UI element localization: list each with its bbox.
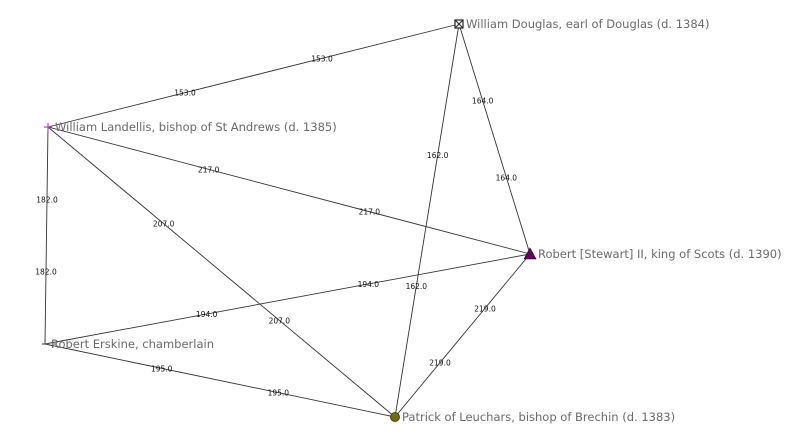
node-landellis[interactable]: William Landellis, bishop of St Andrews … (44, 120, 337, 134)
node-label: Robert [Stewart] II, king of Scots (d. 1… (538, 247, 782, 261)
edge-weight-label: 153.0 (311, 54, 333, 63)
edge-weight-label: 217.0 (359, 208, 381, 217)
node-robert2[interactable]: Robert [Stewart] II, king of Scots (d. 1… (523, 247, 782, 261)
node-douglas[interactable]: William Douglas, earl of Douglas (d. 138… (454, 17, 710, 31)
edge-labels-layer: 153.0 153.0 162.0 162.0 164.0 164.0 217.0 217.0… (35, 54, 517, 397)
edge-weight-label: 207.0 (153, 220, 175, 229)
edge-landellis-douglas (47, 23, 460, 128)
circle-node-icon (390, 412, 400, 422)
edge-weight-label: 195.0 (268, 389, 290, 398)
edge-weight-label: 153.0 (174, 89, 196, 98)
node-erskine[interactable]: Robert Erskine, chamberlain (42, 337, 214, 351)
edge-weight-label: 162.0 (406, 282, 428, 291)
edge-douglas-robert2 (458, 23, 531, 255)
node-label: William Landellis, bishop of St Andrews … (55, 120, 337, 134)
edge-weight-label: 194.0 (196, 310, 218, 319)
edge-weight-label: 195.0 (151, 364, 173, 373)
edge-weight-label: 219.0 (429, 359, 451, 368)
node-label: William Douglas, earl of Douglas (d. 138… (466, 17, 710, 31)
node-label: Patrick of Leuchars, bishop of Brechin (… (402, 410, 675, 424)
edge-landellis-leuchars (47, 126, 396, 418)
edge-weight-label: 182.0 (35, 268, 57, 277)
nodes-layer: William Douglas, earl of Douglas (d. 138… (42, 17, 782, 424)
edge-weight-label: 207.0 (269, 316, 291, 325)
boxed-x-node-icon (454, 19, 464, 29)
edge-erskine-leuchars (44, 343, 396, 418)
edges-layer (44, 23, 531, 418)
edge-leuchars-robert2 (394, 253, 531, 418)
node-leuchars[interactable]: Patrick of Leuchars, bishop of Brechin (… (390, 410, 676, 424)
edge-weight-label: 219.0 (474, 304, 496, 313)
edge-landellis-erskine (44, 126, 49, 345)
edge-weight-label: 164.0 (496, 173, 518, 182)
edge-weight-label: 162.0 (427, 151, 449, 160)
triangle-node-icon (523, 247, 537, 260)
plus-node-icon (44, 123, 52, 131)
edge-weight-label: 164.0 (472, 97, 494, 106)
node-label: Robert Erskine, chamberlain (51, 337, 214, 351)
edge-landellis-robert2 (47, 126, 531, 255)
edge-weight-label: 217.0 (198, 165, 220, 174)
edge-erskine-robert2 (44, 253, 531, 345)
edge-weight-label: 194.0 (358, 280, 380, 289)
edge-douglas-leuchars (394, 23, 460, 418)
edge-weight-label: 182.0 (36, 195, 58, 204)
